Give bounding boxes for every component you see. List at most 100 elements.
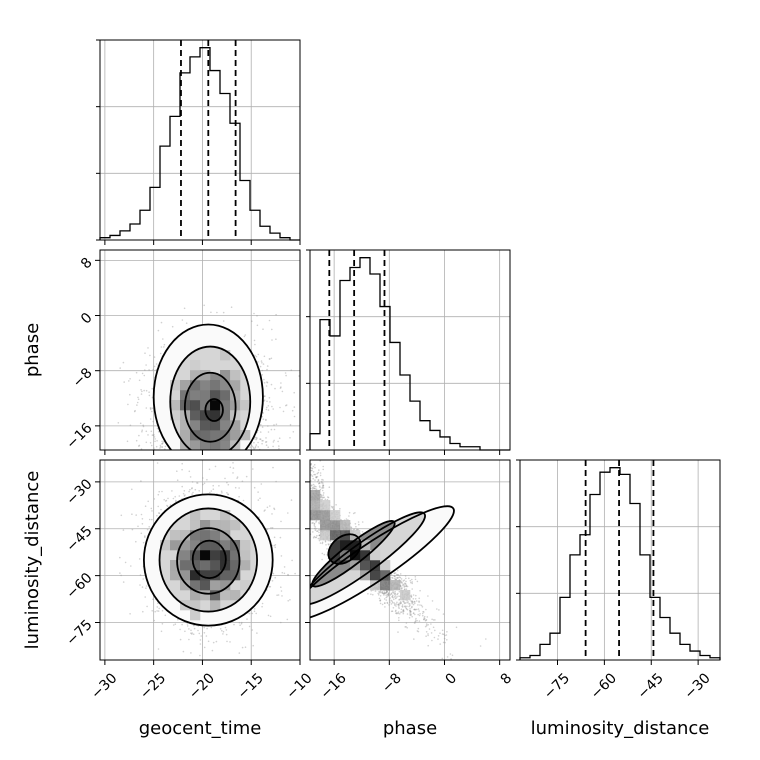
- scatter-point: [202, 483, 204, 486]
- density-block: [220, 410, 231, 421]
- scatter-point: [266, 365, 269, 367]
- scatter-point: [150, 407, 152, 409]
- scatter-point: [151, 387, 153, 390]
- scatter-point: [191, 487, 193, 490]
- scatter-point: [124, 561, 127, 564]
- scatter-point: [140, 389, 142, 391]
- scatter-point: [149, 418, 152, 420]
- scatter-point: [161, 440, 163, 443]
- scatter-point: [144, 535, 146, 537]
- scatter-point: [253, 608, 256, 610]
- scatter-point: [270, 428, 273, 431]
- scatter-point: [153, 436, 156, 438]
- density-block: [190, 420, 201, 431]
- scatter-point: [216, 311, 218, 314]
- scatter-point: [263, 399, 266, 402]
- scatter-point: [145, 587, 147, 589]
- scatter-point: [141, 523, 144, 525]
- panel-frame: [309, 249, 511, 451]
- histogram-step: [309, 257, 510, 451]
- scatter-point: [273, 424, 275, 426]
- scatter-point: [273, 544, 276, 547]
- scatter-point: [273, 507, 275, 510]
- scatter-point: [144, 536, 146, 538]
- scatter-point: [264, 395, 266, 397]
- scatter-point: [261, 442, 263, 445]
- scatter-point: [140, 480, 142, 482]
- joint-density: [119, 462, 296, 660]
- scatter-point: [145, 407, 148, 409]
- scatter-point: [255, 355, 258, 358]
- scatter-point: [272, 445, 274, 448]
- scatter-point: [265, 385, 268, 387]
- scatter-point: [145, 364, 147, 366]
- scatter-point: [257, 491, 259, 493]
- scatter-point: [139, 574, 142, 576]
- scatter-point: [232, 472, 234, 474]
- scatter-point: [140, 393, 143, 395]
- scatter-point: [150, 444, 153, 447]
- scatter-point: [270, 357, 273, 360]
- scatter-point: [241, 646, 244, 649]
- scatter-point: [292, 431, 295, 433]
- scatter-point: [253, 339, 256, 342]
- scatter-point: [148, 526, 150, 528]
- scatter-point: [268, 319, 271, 322]
- scatter-point: [269, 401, 271, 403]
- scatter-point: [254, 354, 256, 357]
- scatter-point: [263, 378, 265, 381]
- scatter-point: [287, 573, 289, 576]
- scatter-point: [285, 374, 287, 377]
- scatter-point: [163, 343, 166, 346]
- density-block: [210, 410, 221, 421]
- scatter-point: [253, 448, 255, 450]
- scatter-point: [156, 462, 159, 464]
- scatter-point: [122, 581, 125, 583]
- scatter-point: [131, 488, 133, 491]
- scatter-point: [253, 486, 256, 489]
- scatter-point: [157, 602, 159, 605]
- scatter-point: [255, 437, 258, 440]
- panel-frame: [519, 459, 721, 661]
- scatter-point: [266, 381, 268, 383]
- scatter-point: [261, 369, 264, 372]
- scatter-point: [184, 630, 186, 633]
- scatter-point: [269, 358, 271, 360]
- scatter-point: [222, 320, 225, 322]
- scatter-point: [259, 365, 262, 368]
- scatter-point: [191, 632, 193, 634]
- density-block: [190, 440, 201, 450]
- scatter-point: [266, 368, 268, 371]
- density-block: [220, 350, 231, 361]
- scatter-point: [238, 487, 240, 489]
- scatter-point: [266, 406, 268, 409]
- scatter-point: [166, 504, 168, 507]
- scatter-point: [219, 628, 222, 630]
- scatter-point: [232, 462, 234, 464]
- scatter-point: [153, 365, 156, 368]
- histogram-step: [99, 47, 300, 241]
- scatter-point: [159, 444, 162, 447]
- scatter-point: [145, 389, 148, 392]
- scatter-point: [229, 466, 232, 469]
- scatter-point: [261, 362, 263, 364]
- scatter-point: [161, 443, 163, 445]
- contour-line: [204, 398, 224, 422]
- scatter-point: [249, 446, 251, 449]
- scatter-point: [127, 403, 129, 406]
- scatter-point: [137, 525, 139, 528]
- scatter-point: [137, 396, 139, 399]
- scatter-point: [273, 428, 276, 431]
- scatter-point: [206, 478, 208, 481]
- scatter-point: [141, 429, 143, 432]
- scatter-point: [179, 628, 181, 631]
- scatter-point: [268, 397, 271, 399]
- scatter-point: [271, 580, 274, 582]
- scatter-point: [120, 574, 122, 577]
- scatter-point: [265, 437, 267, 439]
- scatter-point: [175, 499, 177, 502]
- scatter-point: [153, 447, 155, 449]
- scatter-point: [146, 528, 149, 531]
- scatter-point: [139, 584, 141, 586]
- scatter-point: [278, 445, 280, 447]
